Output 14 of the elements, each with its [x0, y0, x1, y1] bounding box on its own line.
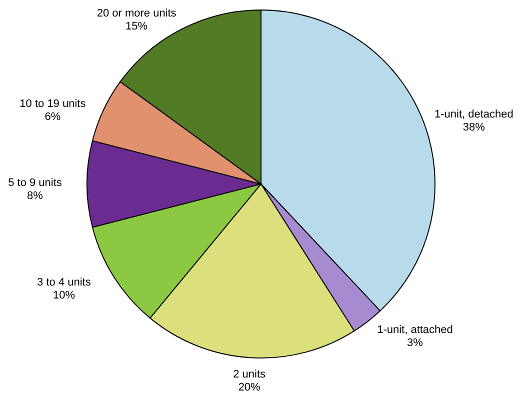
data-label: 20% [238, 382, 261, 394]
data-label: 15% [126, 20, 148, 32]
data-label: 8% [27, 190, 44, 202]
slice-label: 1-unit, detached [434, 108, 514, 121]
slice-label: 2 units [233, 368, 266, 381]
slice-label: 3 to 4 units [37, 276, 92, 289]
data-label: 10% [52, 290, 76, 302]
slice-label: 10 to 19 units [20, 98, 86, 110]
data-label: 3% [407, 336, 424, 349]
data-label: 38% [462, 122, 486, 134]
slice-label: 20 or more units [96, 7, 177, 20]
slice-label: 5 to 9 units [8, 177, 62, 189]
data-label: 6% [44, 110, 61, 123]
slice-label: 1-unit, attached [377, 324, 453, 336]
